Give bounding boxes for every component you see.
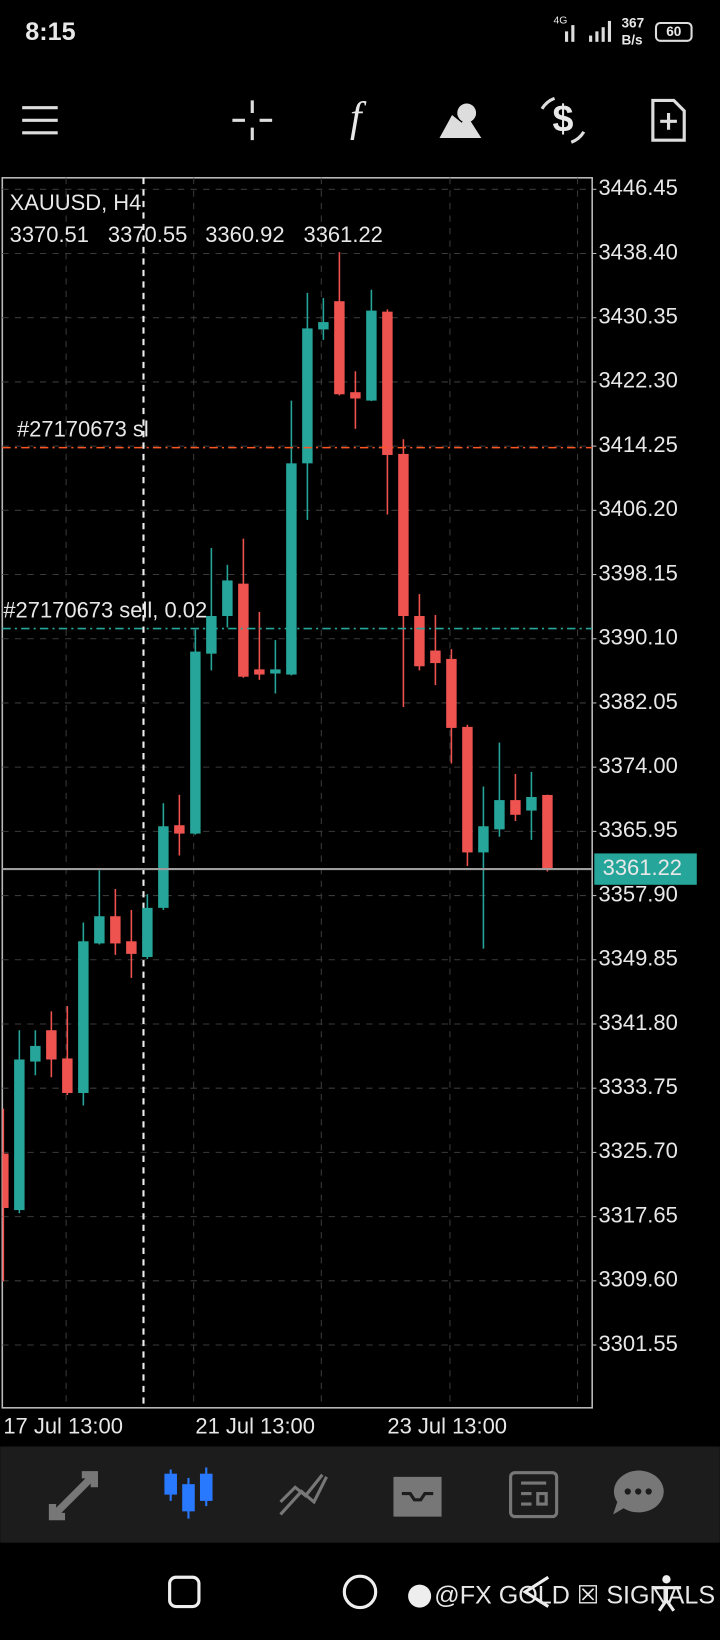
trade-button[interactable]: $	[540, 96, 586, 144]
candle-body	[350, 392, 361, 399]
quotes-tab[interactable]	[48, 1471, 98, 1521]
candle-body	[542, 794, 553, 870]
candle-body	[302, 328, 313, 464]
y-tick-label: 3317.65	[598, 1202, 677, 1227]
y-tick-label: 3333.75	[598, 1074, 677, 1099]
y-tick-label: 3309.60	[598, 1267, 677, 1292]
candle-body	[478, 826, 489, 853]
candle-body	[174, 825, 185, 834]
x-tick-label: 23 Jul 13:00	[387, 1413, 507, 1438]
candle-body	[318, 322, 329, 330]
candle-body	[254, 669, 265, 675]
objects-button[interactable]	[439, 103, 482, 139]
candle-body	[30, 1045, 41, 1062]
status-speed-unit: B/s	[621, 32, 642, 47]
y-tick-label: 3301.55	[598, 1331, 677, 1356]
candle-body	[142, 907, 153, 957]
candle-body	[286, 463, 297, 675]
new-order-button[interactable]	[651, 98, 686, 142]
candle-body	[526, 796, 537, 811]
candle-body	[446, 658, 457, 728]
candle-body	[366, 310, 377, 401]
y-tick-label: 3438.40	[598, 239, 677, 264]
watermark: @FX GOLD ☒ SIGNALS	[434, 1582, 715, 1610]
candle-body	[206, 616, 217, 654]
history-tab[interactable]	[393, 1476, 442, 1517]
candle-body	[158, 826, 169, 908]
candle-body	[334, 301, 345, 395]
plot-area	[1, 177, 593, 1409]
crosshair-button[interactable]	[232, 100, 273, 141]
candle-body	[430, 650, 441, 664]
overlay: #27170673 sl #27170673 sell, 0.02	[2, 417, 593, 871]
y-tick-label: 3357.90	[598, 881, 677, 906]
candle-body	[62, 1058, 73, 1093]
status-network: 4G	[553, 16, 567, 27]
header-open: 3370.51	[10, 222, 89, 247]
candle-body	[414, 616, 425, 667]
y-tick-label: 3365.95	[598, 817, 677, 842]
status-time: 8:15	[25, 18, 75, 46]
news-tab[interactable]	[509, 1471, 559, 1519]
y-tick-label: 3398.15	[598, 560, 677, 585]
battery-icon	[654, 21, 693, 42]
bottom-nav	[0, 1446, 720, 1543]
status-battery: 60	[666, 24, 681, 39]
trade-icon: $	[552, 97, 573, 139]
horizontal-grid	[2, 188, 593, 1346]
candle-body	[270, 669, 281, 674]
candle-body	[494, 800, 505, 830]
y-tick-label: 3325.70	[598, 1138, 677, 1163]
candle-body	[46, 1030, 57, 1060]
recents-button[interactable]	[168, 1575, 201, 1609]
candle-body	[14, 1059, 25, 1211]
candle-body	[94, 916, 105, 944]
menu-button[interactable]	[22, 106, 58, 135]
chart: #27170673 sl #27170673 sell, 0.02 XAUUSD,…	[1, 175, 697, 1438]
y-tick-label: 3422.30	[598, 368, 677, 393]
candle-body	[110, 916, 121, 944]
candle-body	[382, 311, 393, 455]
candle-body	[190, 651, 201, 834]
y-tick-label: 3430.35	[598, 304, 677, 329]
candle-body	[510, 800, 521, 815]
y-tick-label: 3349.85	[598, 946, 677, 971]
y-tick-label: 3446.45	[598, 175, 677, 200]
order-label: #27170673 sl	[17, 417, 149, 442]
back-button[interactable]	[522, 1575, 550, 1608]
candle-body	[462, 726, 473, 853]
y-tick-label: 3382.05	[598, 689, 677, 714]
candles	[2, 252, 553, 1282]
order-label: #27170673 sell, 0.02	[3, 598, 207, 623]
y-tick-label: 3341.80	[598, 1010, 677, 1035]
trade-tab[interactable]	[279, 1473, 328, 1516]
header-low: 3360.92	[205, 222, 284, 247]
candle-body	[398, 453, 409, 617]
home-button[interactable]	[342, 1574, 378, 1610]
candle-body	[222, 580, 233, 617]
header-close: 3361.22	[304, 222, 383, 247]
status-speed: 367	[621, 16, 644, 31]
y-tick-label: 3406.20	[598, 496, 677, 521]
y-tick-label: 3414.25	[598, 432, 677, 457]
signal-icon	[565, 20, 612, 42]
candle-body	[238, 583, 249, 677]
chart-title: XAUUSD, H4	[10, 190, 142, 215]
accessibility-button[interactable]	[651, 1575, 682, 1612]
y-tick-label: 3374.00	[598, 753, 677, 778]
x-tick-label: 21 Jul 13:00	[195, 1413, 315, 1438]
chart-tab[interactable]	[164, 1467, 213, 1519]
x-tick-label: 17 Jul 13:00	[3, 1413, 123, 1438]
y-tick-label: 3390.10	[598, 625, 677, 650]
candle-body	[2, 1153, 9, 1209]
price-tag	[594, 853, 697, 885]
candle-body	[78, 941, 89, 1093]
candle-body	[126, 941, 137, 954]
messages-tab[interactable]	[613, 1470, 664, 1515]
facebook-icon	[408, 1584, 432, 1608]
price-tag-label: 3361.22	[603, 855, 682, 880]
header-high: 3370.55	[108, 222, 187, 247]
